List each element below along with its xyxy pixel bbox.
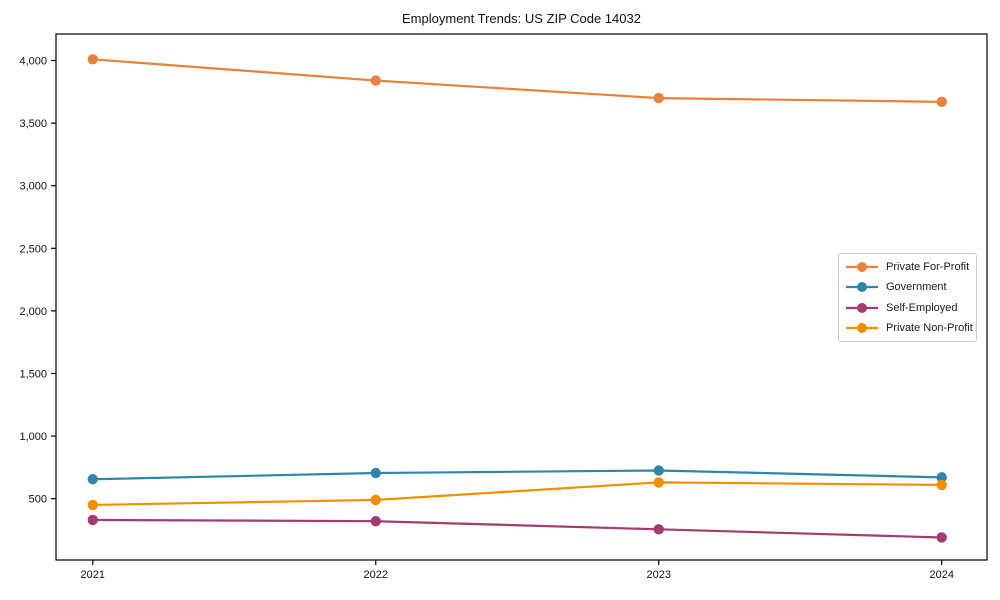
data-point-private-for-profit <box>87 54 98 65</box>
data-point-self-employed <box>936 532 947 543</box>
legend-marker-icon <box>846 282 878 293</box>
y-tick-label: 3,000 <box>19 181 47 193</box>
plot-frame <box>55 33 988 561</box>
y-tick-label: 3,500 <box>19 118 47 130</box>
data-point-private-non-profit <box>653 477 664 488</box>
x-tick-label: 2023 <box>647 569 671 581</box>
series-line-private-non-profit <box>91 481 943 507</box>
data-point-private-for-profit <box>936 96 947 108</box>
legend-label: Private Non-Profit <box>886 321 973 334</box>
data-point-private-non-profit <box>936 479 947 491</box>
legend: Private For-Profit Government Self-Employe… <box>838 253 977 342</box>
chart-title: Employment Trends: US ZIP Code 14032 <box>402 11 641 26</box>
series-line-government <box>91 469 943 481</box>
legend-marker-icon <box>846 262 878 273</box>
legend-item: Private Non-Profit <box>846 318 976 338</box>
data-point-private-for-profit <box>653 92 664 104</box>
data-point-private-non-profit <box>87 499 98 511</box>
y-tick-label: 2,000 <box>19 306 47 318</box>
legend-marker-icon <box>846 302 878 313</box>
data-point-private-non-profit <box>370 494 381 506</box>
y-tick-label: 4,000 <box>19 56 47 68</box>
x-tick-label: 2022 <box>364 569 388 581</box>
x-tick-label: 2024 <box>929 569 953 581</box>
legend-item: Government <box>846 277 976 297</box>
data-point-government <box>370 467 381 479</box>
legend-marker-icon <box>846 322 878 333</box>
data-point-government <box>87 474 98 485</box>
data-point-self-employed <box>370 515 381 527</box>
legend-label: Self-Employed <box>886 301 958 314</box>
y-tick-label: 2,500 <box>19 243 47 255</box>
legend-label: Government <box>886 281 947 294</box>
data-point-self-employed <box>653 524 664 535</box>
legend-item: Self-Employed <box>846 298 976 318</box>
data-point-private-for-profit <box>370 75 381 86</box>
series-line-self-employed <box>91 518 943 539</box>
y-tick-label: 500 <box>29 494 47 506</box>
series-line-private-for-profit <box>91 58 943 103</box>
data-point-government <box>936 472 947 483</box>
data-point-government <box>653 465 664 476</box>
y-tick-label: 1,000 <box>19 431 47 443</box>
x-tick-label: 2021 <box>81 569 105 581</box>
data-point-self-employed <box>87 514 98 526</box>
legend-label: Private For-Profit <box>886 261 970 274</box>
legend-item: Private For-Profit <box>846 257 976 277</box>
y-tick-label: 1,500 <box>19 368 47 380</box>
